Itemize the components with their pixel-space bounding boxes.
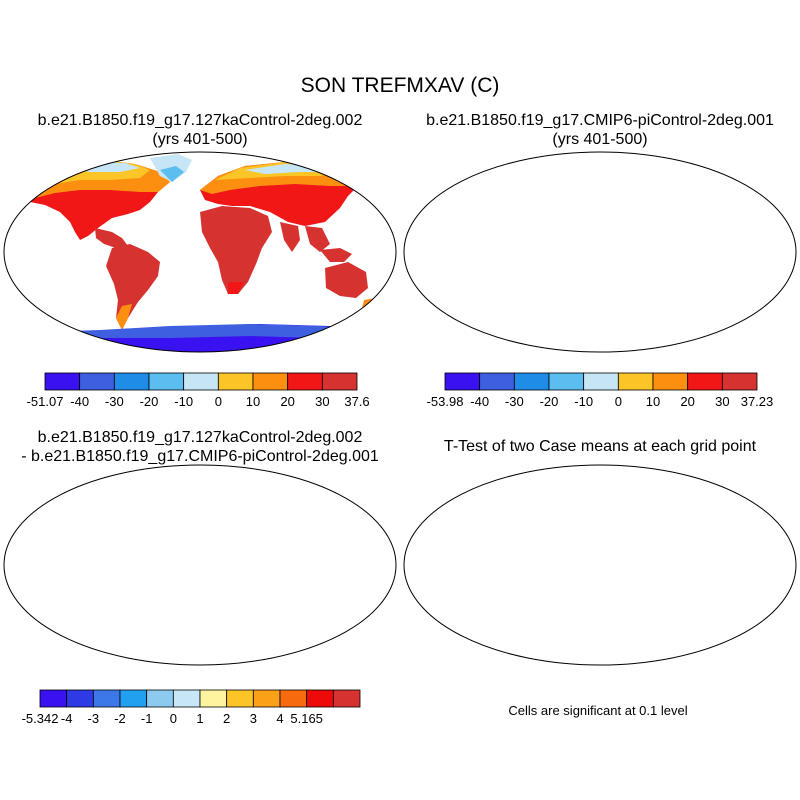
panel-title-top-right-line2: (yrs 401-500) [552, 131, 648, 148]
colorbar-tick-label: -40 [70, 394, 90, 409]
colorbar-swatch [321, 372, 358, 391]
colorbar-swatch [92, 689, 121, 708]
colorbar-bottom-left [39, 689, 361, 708]
map-top-right [403, 151, 797, 353]
colorbar-swatch [44, 372, 81, 391]
map-top-left [3, 151, 397, 353]
colorbar-swatch [444, 372, 481, 391]
colorbar-tick-label: -5.342 [21, 711, 59, 726]
colorbar-swatch [721, 372, 758, 391]
colorbar-swatch [66, 689, 94, 708]
colorbar-tick-label: -30 [104, 394, 124, 409]
map-bottom-right-border [403, 464, 797, 666]
colorbar-tick-label: -2 [114, 711, 126, 726]
colorbar-swatch [332, 689, 361, 708]
colorbar-tick-label: 20 [280, 394, 295, 409]
colorbar-swatch [252, 372, 289, 391]
colorbar-swatch [652, 372, 689, 391]
colorbar-swatch [113, 372, 150, 391]
panel-title-top-left-line1: b.e21.B1850.f19_g17.127kaControl-2deg.00… [37, 112, 363, 129]
colorbar-swatch [252, 689, 281, 708]
colorbar-swatch [287, 372, 323, 391]
map-top-right-border [403, 151, 797, 353]
colorbar-tick-label: -4 [60, 711, 73, 726]
colorbar-tick-label: -20 [539, 394, 559, 409]
colorbar-swatch [146, 689, 174, 708]
panel-title-top-right-line1: b.e21.B1850.f19_g17.CMIP6-piControl-2deg… [426, 112, 774, 129]
colorbar-tick-label: 5.165 [290, 711, 323, 726]
colorbar-swatch [183, 372, 219, 391]
colorbar-tick-label: -10 [174, 394, 194, 409]
map-bottom-right-background [404, 465, 796, 665]
colorbar-tick-label: 37.6 [344, 394, 370, 409]
colorbar-tick-label: -53.98 [426, 394, 464, 409]
map-bottom-right [403, 464, 797, 666]
colorbar-top-left [44, 372, 358, 391]
colorbar-tick-label: 1 [196, 711, 204, 726]
map-bottom-left-background [4, 465, 396, 665]
colorbar-swatch [306, 689, 334, 708]
colorbar-swatch [583, 372, 619, 391]
colorbar-tick-label: 0 [169, 711, 177, 726]
colorbar-swatch [39, 689, 68, 708]
colorbar-tick-label: -40 [470, 394, 490, 409]
colorbar-swatch [548, 372, 585, 391]
colorbar-tick-label: -10 [574, 394, 594, 409]
panel-title-top-right: b.e21.B1850.f19_g17.CMIP6-piControl-2deg… [400, 111, 800, 149]
significance-note: Cells are significant at 0.1 level [508, 703, 688, 718]
colorbar-tick-label: 30 [715, 394, 730, 409]
colorbar-tick-label: -51.07 [26, 394, 64, 409]
colorbar-tick-label: -3 [87, 711, 100, 726]
panel-title-top-left-line2: (yrs 401-500) [152, 131, 248, 148]
colorbar-tick-label: -30 [504, 394, 524, 409]
panel-title-top-left: b.e21.B1850.f19_g17.127kaControl-2deg.00… [0, 111, 400, 149]
colorbar-tick-label: 10 [645, 394, 661, 409]
colorbar-swatch [513, 372, 550, 391]
map-bottom-left-border [3, 464, 397, 666]
colorbar-tick-label: 30 [315, 394, 330, 409]
colorbar-swatch [119, 689, 148, 708]
colorbar-swatch [617, 372, 654, 391]
panel-title-bottom-left-line2: - b.e21.B1850.f19_g17.CMIP6-piControl-2d… [21, 448, 379, 465]
colorbar-top-right [444, 372, 758, 391]
colorbar-swatch [172, 689, 201, 708]
figure-title: SON TREFMXAV (C) [300, 74, 500, 97]
colorbar-swatch [217, 372, 254, 391]
panel-title-bottom-left-line1: b.e21.B1850.f19_g17.127kaControl-2deg.00… [37, 429, 363, 446]
colorbar-tick-label: 2 [223, 711, 231, 726]
colorbar-tick-label: 10 [245, 394, 261, 409]
panel-title-bottom-right: T-Test of two Case means at each grid po… [400, 437, 800, 456]
map-top-left-border [3, 151, 397, 353]
panel-title-bottom-right-line1: T-Test of two Case means at each grid po… [443, 438, 757, 455]
map-top-right-background [404, 152, 796, 352]
colorbar-swatch [79, 372, 115, 391]
colorbar-swatch [199, 689, 228, 708]
colorbar-tick-label: -20 [139, 394, 159, 409]
colorbar-swatch [148, 372, 185, 391]
colorbar-swatch [279, 689, 308, 708]
colorbar-swatch [226, 689, 254, 708]
colorbar-swatch [687, 372, 723, 391]
panel-title-bottom-left: b.e21.B1850.f19_g17.127kaControl-2deg.00… [0, 428, 400, 466]
colorbar-tick-label: 0 [614, 394, 622, 409]
colorbar-tick-label: 20 [680, 394, 695, 409]
colorbar-tick-label: 4 [276, 711, 284, 726]
colorbar-swatch [479, 372, 515, 391]
colorbar-tick-label: 0 [214, 394, 222, 409]
colorbar-tick-label: 37.23 [740, 394, 774, 409]
map-bottom-left [3, 464, 397, 666]
colorbar-tick-label: 3 [249, 711, 257, 726]
colorbar-tick-label: -1 [140, 711, 153, 726]
